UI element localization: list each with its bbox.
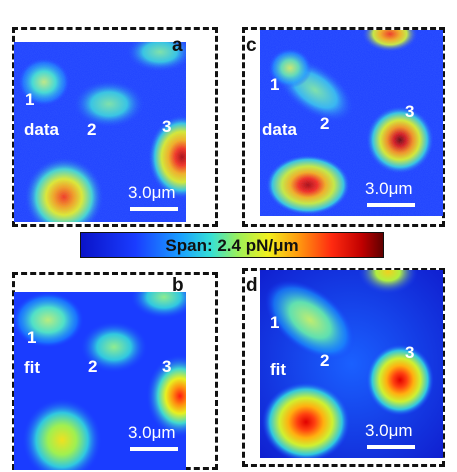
peak-label-2: 2 xyxy=(88,357,98,376)
scale-bar-label: 3.0μm xyxy=(128,423,176,442)
scale-bar xyxy=(130,207,178,211)
panel-c-frame xyxy=(242,27,445,227)
scale-bar-label: 3.0μm xyxy=(365,421,413,440)
scale-bar xyxy=(130,447,178,451)
peak-label-1: 1 xyxy=(25,90,35,109)
stiffness-map-b xyxy=(14,292,186,470)
panel-letter-d: d xyxy=(246,275,258,296)
panel-letter-c: c xyxy=(246,35,257,56)
scale-bar xyxy=(367,445,415,449)
heatmap-b xyxy=(14,292,186,470)
panel-letter-b: b xyxy=(172,275,184,296)
peak-label-1: 1 xyxy=(270,313,280,332)
scale-bar-label: 3.0μm xyxy=(365,179,413,198)
stiffness-map-c xyxy=(260,30,443,216)
peak-label-3: 3 xyxy=(162,117,172,136)
scale-bar xyxy=(367,203,415,207)
panel-type-label: data xyxy=(262,120,297,139)
panel-type-label: fit xyxy=(24,358,41,377)
heatmap-c xyxy=(260,30,443,216)
stiffness-map-d xyxy=(260,270,443,458)
panel-type-label: data xyxy=(24,120,59,139)
colorbar: Span: 2.4 pN/μm xyxy=(80,232,384,258)
peak-label-1: 1 xyxy=(270,75,280,94)
heatmap-a xyxy=(14,42,186,222)
heatmap-d xyxy=(260,270,443,458)
peak-label-3: 3 xyxy=(405,102,415,121)
peak-label-2: 2 xyxy=(320,351,330,370)
peak-label-2: 2 xyxy=(320,114,330,133)
colorbar-label: Span: 2.4 pN/μm xyxy=(165,236,299,255)
stiffness-map-a xyxy=(14,42,186,222)
panel-a-frame xyxy=(12,27,218,227)
panel-d-frame xyxy=(242,268,445,467)
panel-type-label: fit xyxy=(270,360,287,379)
peak-label-3: 3 xyxy=(405,343,415,362)
scale-bar-label: 3.0μm xyxy=(128,183,176,202)
peak-label-3: 3 xyxy=(162,357,172,376)
peak-label-1: 1 xyxy=(27,328,37,347)
panel-letter-a: a xyxy=(172,35,183,56)
peak-label-2: 2 xyxy=(87,120,97,139)
